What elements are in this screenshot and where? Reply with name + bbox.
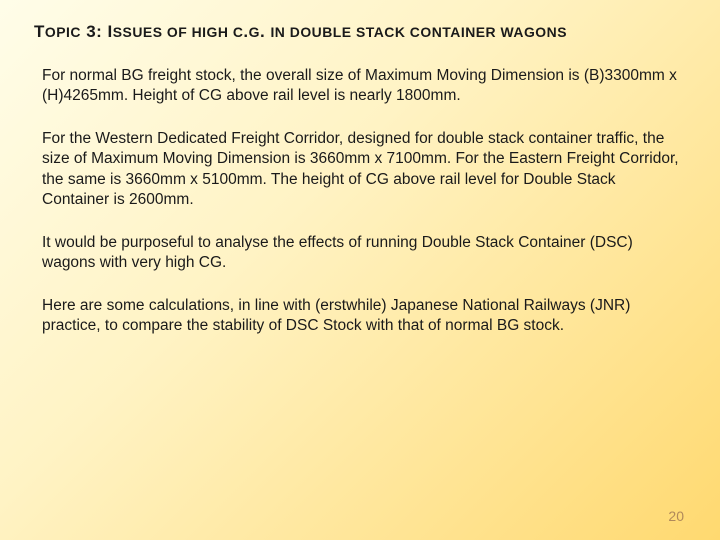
page-number: 20 — [668, 508, 684, 524]
paragraph: It would be purposeful to analyse the ef… — [42, 233, 682, 274]
slide: TOPIC 3: ISSUES OF HIGH C.G. IN DOUBLE S… — [0, 0, 720, 540]
slide-title: TOPIC 3: ISSUES OF HIGH C.G. IN DOUBLE S… — [34, 22, 686, 42]
paragraph: Here are some calculations, in line with… — [42, 296, 682, 337]
paragraph: For the Western Dedicated Freight Corrid… — [42, 129, 682, 211]
paragraph: For normal BG freight stock, the overall… — [42, 66, 682, 107]
